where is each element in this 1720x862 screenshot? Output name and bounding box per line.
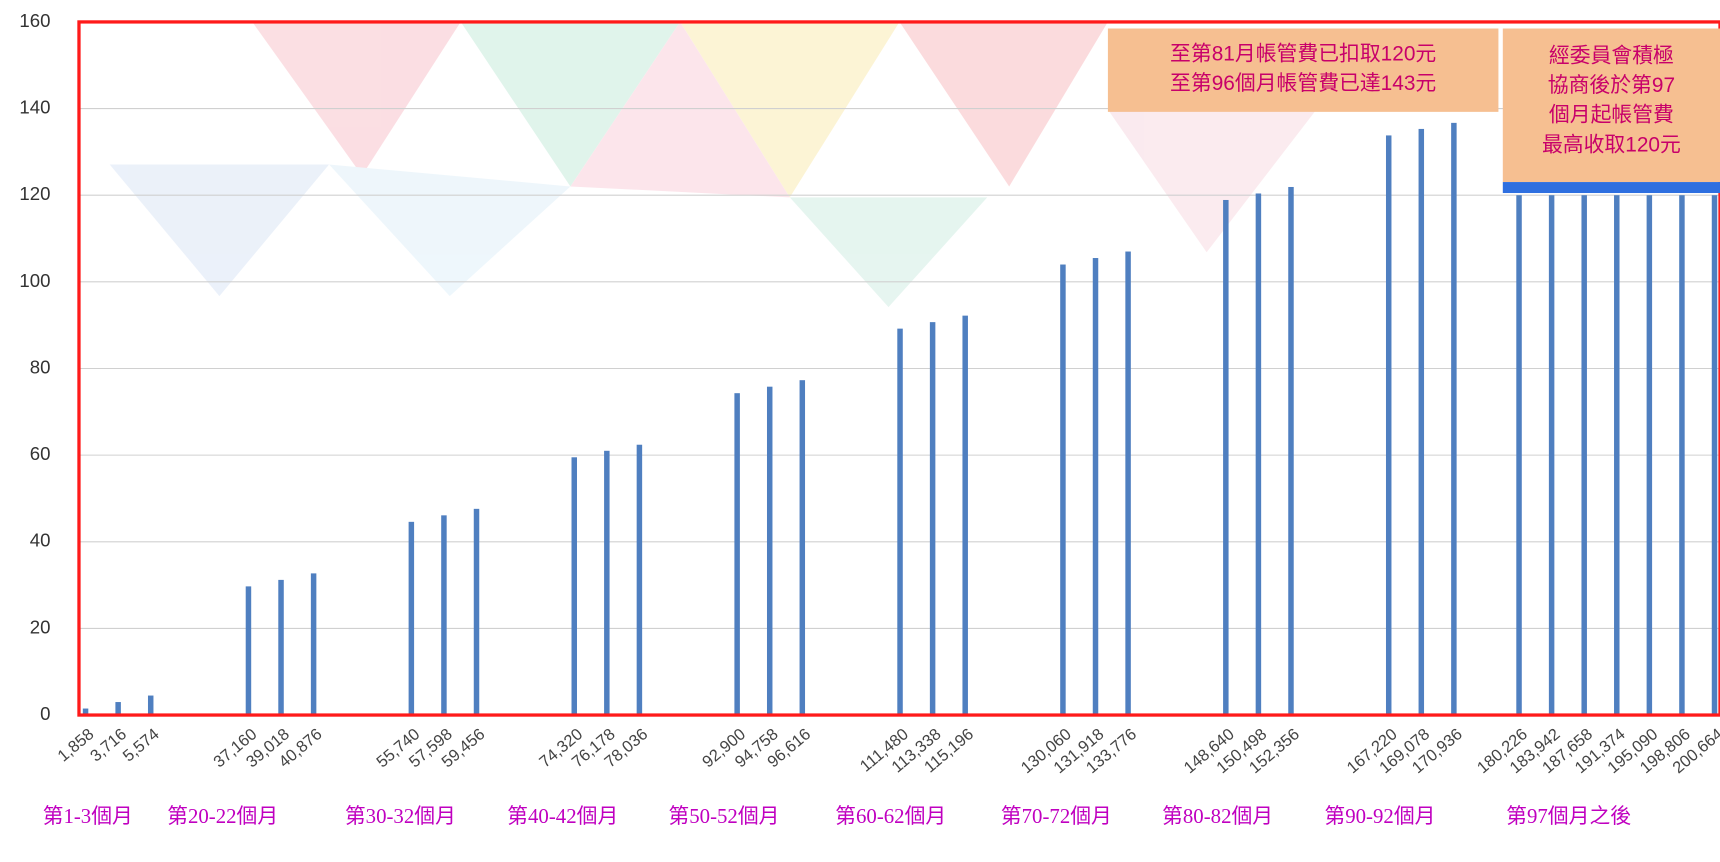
- x-tick-label: 5,574: [120, 725, 163, 765]
- bar: [1549, 195, 1554, 715]
- annotation: 至第81月帳管費已扣取120元: [1170, 42, 1436, 65]
- group-label: 第60-62個月: [835, 804, 946, 828]
- bar: [278, 580, 283, 715]
- y-tick-label: 160: [19, 10, 50, 31]
- cap-line: [1503, 182, 1720, 193]
- bar: [1614, 195, 1619, 715]
- group-label: 第1-3個月: [43, 804, 133, 828]
- bar: [572, 457, 577, 715]
- bar: [1256, 193, 1261, 715]
- bar: [148, 696, 153, 715]
- group-label: 第70-72個月: [1001, 804, 1112, 828]
- y-tick-label: 80: [30, 356, 51, 377]
- annotation: 協商後於第97: [1548, 74, 1675, 97]
- bar: [1647, 195, 1652, 715]
- bar: [1581, 195, 1586, 715]
- bar: [1679, 195, 1684, 715]
- bar: [962, 316, 967, 715]
- bar: [246, 586, 251, 715]
- y-tick-label: 60: [30, 443, 51, 464]
- y-tick-label: 20: [30, 616, 51, 637]
- bar: [930, 322, 935, 715]
- y-tick-label: 0: [40, 703, 50, 724]
- bar: [604, 451, 609, 715]
- bar: [1712, 195, 1717, 715]
- bar: [800, 380, 805, 715]
- bar: [1451, 123, 1456, 715]
- bar: [115, 702, 120, 715]
- bar: [311, 573, 316, 715]
- bar: [637, 445, 642, 715]
- group-label: 第80-82個月: [1162, 804, 1273, 828]
- x-tick-label: 3,716: [87, 725, 130, 765]
- group-label: 第50-52個月: [668, 804, 779, 828]
- y-tick-label: 40: [30, 530, 51, 551]
- y-tick-label: 100: [19, 270, 50, 291]
- annotation: 個月起帳管費: [1549, 104, 1674, 127]
- bar: [441, 515, 446, 715]
- bar: [1386, 135, 1391, 715]
- annotation-box: [1108, 29, 1499, 112]
- bar: [1125, 252, 1130, 716]
- group-label: 第20-22個月: [167, 804, 278, 828]
- bar: [1223, 200, 1228, 715]
- group-label: 第97個月之後: [1506, 804, 1631, 828]
- bar: [1288, 187, 1293, 715]
- bar: [409, 522, 414, 715]
- y-tick-label: 120: [19, 183, 50, 204]
- bar: [734, 393, 739, 715]
- group-label: 第40-42個月: [507, 804, 618, 828]
- bar: [767, 387, 772, 715]
- bar: [474, 509, 479, 715]
- bar: [897, 329, 902, 715]
- bar: [1419, 129, 1424, 715]
- bar: [1093, 258, 1098, 715]
- group-label: 第90-92個月: [1324, 804, 1435, 828]
- bar: [1060, 265, 1065, 716]
- annotation: 經委員會積極: [1549, 45, 1674, 68]
- annotation: 最高收取120元: [1542, 133, 1681, 156]
- bar: [1516, 195, 1521, 715]
- group-label: 第30-32個月: [345, 804, 456, 828]
- chart: 0204060801001201401601,8583,7165,57437,1…: [0, 0, 1720, 862]
- y-tick-label: 140: [19, 96, 50, 117]
- annotation: 至第96個月帳管費已達143元: [1170, 72, 1436, 95]
- x-tick-label: 1,858: [54, 725, 97, 765]
